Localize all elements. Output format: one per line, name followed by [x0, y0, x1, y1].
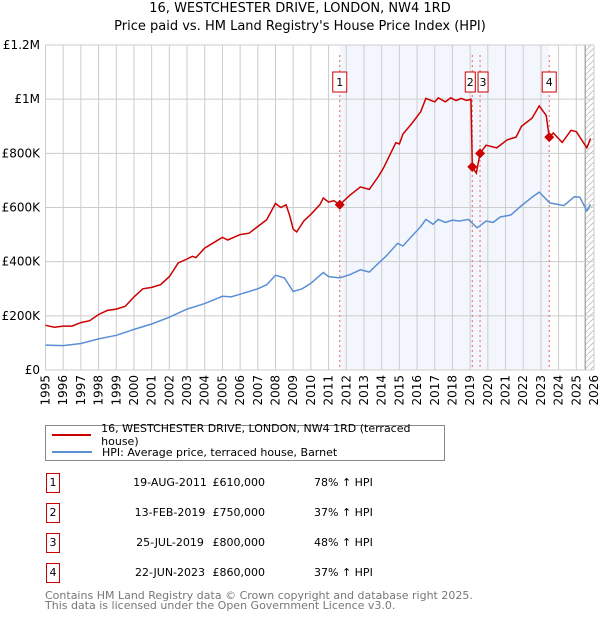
- sale-number: 1: [46, 473, 60, 493]
- sale-hpi-change: 37% ↑ HPI: [314, 506, 373, 519]
- legend-swatch-blue: [52, 451, 92, 453]
- x-tick-label: 2010: [304, 375, 318, 406]
- x-tick-label: 2012: [339, 375, 353, 406]
- x-tick-label: 2018: [445, 375, 459, 406]
- footer-copyright: Contains HM Land Registry data © Crown c…: [45, 589, 473, 602]
- sale-point: [334, 199, 345, 210]
- x-tick-label: 2002: [162, 375, 176, 406]
- sale-number: 2: [46, 503, 60, 523]
- sale-row: 1 19-AUG-2011 £610,000 78% ↑ HPI: [46, 473, 446, 495]
- y-tick-label: £800K: [2, 146, 42, 160]
- sale-label-box: [332, 71, 348, 93]
- sale-price: £860,000: [212, 566, 266, 579]
- x-tick-label: 1997: [74, 375, 88, 406]
- x-tick-label: 1996: [56, 375, 70, 406]
- sale-number: 3: [46, 533, 60, 553]
- x-tick-label: 2009: [286, 375, 300, 406]
- chart-title: 16, WESTCHESTER DRIVE, LONDON, NW4 1RD: [149, 1, 451, 16]
- sale-point: [475, 148, 486, 159]
- x-tick-label: 1999: [109, 375, 123, 406]
- y-tick-label: £400K: [2, 255, 42, 269]
- y-tick-label: £1.2M: [3, 38, 40, 52]
- x-tick-label: 2004: [198, 375, 212, 406]
- y-tick-label: £0: [25, 363, 40, 377]
- sale-number: 4: [46, 563, 60, 583]
- sale-date: 19-AUG-2011: [133, 476, 207, 489]
- x-tick-label: 2008: [269, 375, 283, 406]
- x-tick-label: 2025: [569, 375, 583, 406]
- y-tick-label: £600K: [2, 201, 42, 215]
- x-tick-label: 2020: [481, 375, 495, 406]
- sale-row: 4 22-JUN-2023 £860,000 37% ↑ HPI: [46, 563, 446, 585]
- x-tick-label: 2023: [534, 375, 548, 406]
- y-tick-label: £1M: [14, 92, 40, 106]
- x-tick-label: 2001: [145, 375, 159, 406]
- x-tick-label: 2017: [428, 375, 442, 406]
- hpi-line: [45, 191, 592, 347]
- sale-date: 25-JUL-2019: [136, 536, 204, 549]
- legend-label: 16, WESTCHESTER DRIVE, LONDON, NW4 1RD (…: [101, 422, 411, 448]
- sale-label: 2: [467, 76, 474, 89]
- x-tick-label: 2024: [552, 375, 566, 406]
- x-tick-label: 2016: [410, 375, 424, 406]
- price-chart: 1995 1996 1997 1998 1999 2000 2001 2002 2003 2004…: [2, 38, 600, 406]
- legend: 16, WESTCHESTER DRIVE, LONDON, NW4 1RD (…: [45, 422, 445, 461]
- x-tick-label: 1995: [39, 375, 53, 406]
- x-tick-label: 2013: [357, 375, 371, 406]
- sale-row: 3 25-JUL-2019 £800,000 48% ↑ HPI: [46, 533, 446, 555]
- x-tick-label: 2007: [251, 375, 265, 406]
- x-tick-label: 2022: [516, 375, 530, 406]
- legend-item-hpi: HPI: Average price, terraced house, Barn…: [52, 444, 337, 460]
- sale-hpi-change: 48% ↑ HPI: [314, 536, 373, 549]
- sale-label-box: [477, 71, 489, 93]
- x-tick-label: 2014: [375, 375, 389, 406]
- x-tick-label: 1998: [92, 375, 106, 406]
- legend-label: HPI: Average price, terraced house, Barn…: [102, 445, 338, 459]
- sale-label: 4: [546, 76, 553, 89]
- sale-price: £750,000: [212, 506, 266, 519]
- sale-price: £800,000: [212, 536, 266, 549]
- x-tick-label: 2019: [463, 375, 477, 406]
- sale-point: [544, 132, 555, 143]
- sale-label: 3: [480, 76, 487, 89]
- sale-row: 2 13-FEB-2019 £750,000 37% ↑ HPI: [46, 503, 446, 525]
- sale-label-box: [464, 71, 476, 93]
- x-tick-label: 2011: [322, 375, 336, 406]
- x-tick-label: 2005: [215, 375, 229, 406]
- x-tick-label: 2003: [180, 375, 194, 406]
- x-tick-label: 2021: [499, 375, 513, 406]
- chart-subtitle: Price paid vs. HM Land Registry's House …: [114, 19, 486, 34]
- sale-point: [467, 161, 478, 172]
- footer-licence: This data is licensed under the Open Gov…: [45, 599, 396, 612]
- legend-item-property: 16, WESTCHESTER DRIVE, LONDON, NW4 1RD (…: [52, 422, 444, 448]
- x-tick-label: 2026: [587, 375, 600, 406]
- sale-label-box: [541, 71, 557, 93]
- x-tick-label: 2015: [392, 375, 406, 406]
- legend-swatch-red: [52, 434, 92, 436]
- sale-date: 13-FEB-2019: [134, 506, 206, 519]
- x-tick-label: 2000: [127, 375, 141, 406]
- sale-label: 1: [336, 76, 343, 89]
- sale-date: 22-JUN-2023: [134, 566, 206, 579]
- sale-hpi-change: 37% ↑ HPI: [314, 566, 373, 579]
- y-tick-label: £200K: [2, 309, 42, 323]
- x-tick-label: 2006: [233, 375, 247, 406]
- sale-hpi-change: 78% ↑ HPI: [314, 476, 373, 489]
- property-price-line: [45, 96, 592, 328]
- sale-price: £610,000: [212, 476, 266, 489]
